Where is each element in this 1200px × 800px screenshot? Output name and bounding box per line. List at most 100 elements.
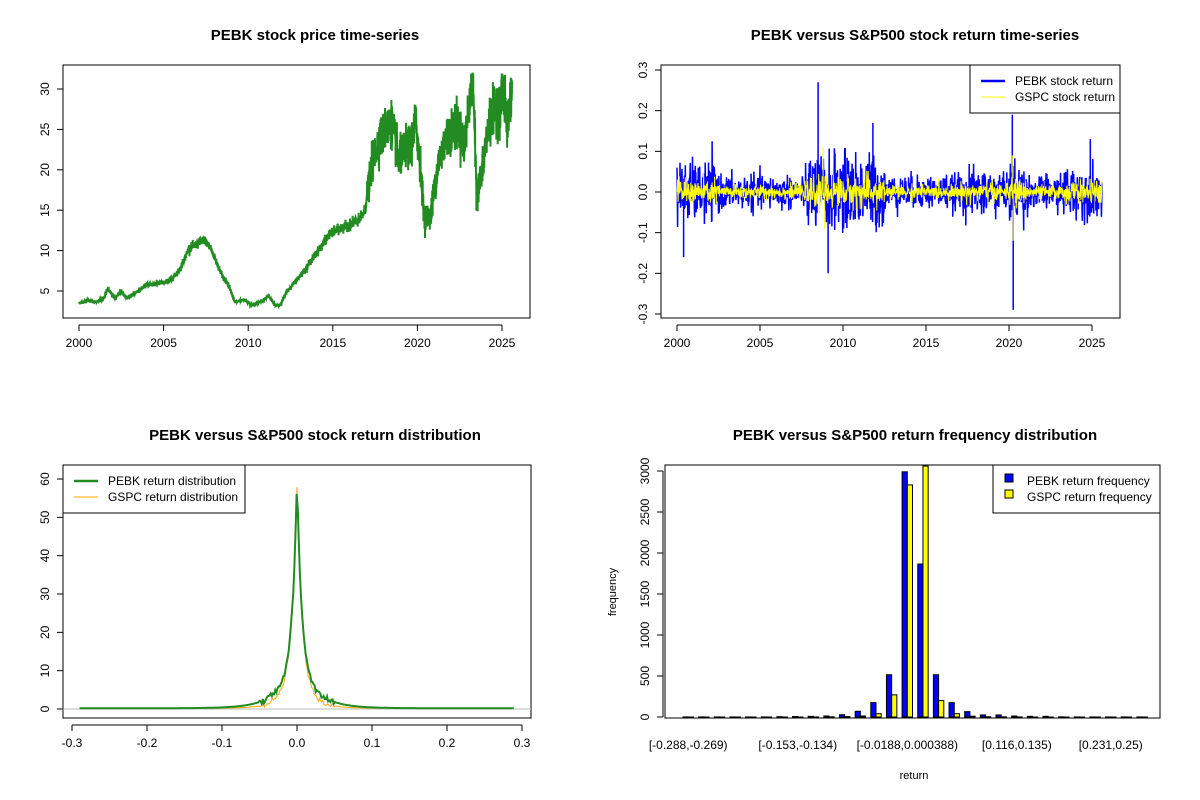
histogram-bar (1141, 716, 1148, 718)
histogram-bar (687, 716, 694, 718)
histogram-bar (1063, 716, 1070, 718)
histogram-bar (1089, 716, 1096, 718)
y-tick-label: 0 (38, 705, 52, 712)
histogram-bar (875, 713, 882, 718)
return-frequency-panel: PEBK versus S&P500 return frequency dist… (607, 427, 1161, 782)
y-axis-title: frequency (607, 567, 619, 616)
x-tick-label: 0.2 (439, 736, 456, 750)
y-tick-label: 25 (38, 122, 52, 136)
y-tick-label: 50 (38, 510, 52, 524)
histogram-bar (745, 716, 752, 718)
histogram-bar (703, 716, 710, 718)
histogram-bar (891, 694, 898, 718)
x-tick-label: -0.3 (62, 736, 83, 750)
y-tick-label: 0.3 (636, 61, 650, 78)
x-category-label: [0.231,0.25) (1079, 738, 1143, 752)
histogram-bar (870, 702, 877, 718)
y-tick-label: -0.1 (636, 222, 650, 243)
x-tick-label: 2025 (1079, 336, 1106, 350)
histogram-bar (828, 716, 835, 718)
x-tick-label: -0.1 (212, 736, 233, 750)
x-category-label: [-0.153,-0.134) (758, 738, 837, 752)
return-time-series-panel: PEBK versus S&P500 stock return time-ser… (636, 27, 1121, 350)
y-tick-label: 0.0 (636, 183, 650, 200)
histogram-bar (812, 716, 820, 718)
histogram-bar (1042, 715, 1049, 718)
legend-label: GSPC stock return (1015, 90, 1115, 104)
histogram-bar (823, 715, 830, 718)
y-tick-label: 20 (38, 163, 52, 177)
histogram-bar (1105, 716, 1112, 718)
x-tick-label: 0.1 (364, 736, 381, 750)
histogram-bar (854, 710, 861, 718)
histogram-bar (1094, 716, 1101, 718)
price-series-line (78, 72, 513, 310)
histogram-bar (969, 715, 976, 718)
histogram-bar (859, 715, 867, 718)
histogram-bar (734, 716, 741, 718)
histogram-bar (906, 484, 913, 718)
legend-label: PEBK stock return (1015, 74, 1113, 88)
return-distribution-panel: PEBK versus S&P500 stock return distribu… (38, 427, 532, 750)
histogram-bar (1120, 716, 1127, 718)
y-tick-label: 30 (38, 587, 52, 601)
histogram-bar (1011, 715, 1018, 718)
histogram-bar (719, 716, 726, 718)
y-tick-label: 0 (638, 713, 652, 720)
y-tick-label: 30 (38, 82, 52, 96)
histogram-bar (1047, 716, 1054, 718)
y-tick-label: 10 (38, 664, 52, 678)
histogram-bar (765, 716, 773, 718)
histogram-bar (1000, 716, 1007, 718)
histogram-bar (979, 714, 987, 718)
histogram-bar (698, 716, 705, 718)
histogram-bar (938, 700, 945, 718)
x-tick-label: 2005 (150, 336, 177, 350)
y-tick-label: 500 (638, 666, 652, 686)
y-tick-label: 2000 (638, 539, 652, 566)
histogram-bar (781, 716, 788, 718)
legend-label: GSPC return frequency (1027, 490, 1152, 504)
x-category-label: [-0.0188,0.000388) (857, 738, 958, 752)
histogram-bar (1110, 716, 1117, 718)
histogram-bar (964, 711, 971, 718)
histogram-bar (760, 716, 767, 718)
histogram-bar (713, 716, 720, 718)
histogram-bar (797, 716, 804, 718)
histogram-bar (917, 563, 924, 718)
histogram-bar (922, 465, 929, 718)
y-tick-label: -0.2 (636, 263, 650, 284)
histogram-bar (1078, 716, 1086, 718)
pebk-density-line (79, 493, 514, 710)
legend-label: GSPC return distribution (108, 490, 238, 504)
y-tick-label: 5 (38, 287, 52, 294)
legend-label: PEBK return distribution (108, 474, 236, 488)
x-tick-label: 2015 (913, 336, 940, 350)
x-tick-label: 0.0 (289, 736, 306, 750)
chart-title: PEBK versus S&P500 return frequency dist… (733, 427, 1097, 444)
y-tick-label: 40 (38, 549, 52, 563)
histogram-bar (1073, 716, 1080, 718)
histogram-bar (948, 702, 955, 718)
y-tick-label: -0.3 (636, 303, 650, 324)
x-tick-label: 2000 (66, 336, 93, 350)
y-tick-label: 20 (38, 625, 52, 639)
x-tick-label: 2010 (235, 336, 262, 350)
legend-label: PEBK return frequency (1027, 474, 1150, 488)
histogram-bar (932, 674, 940, 718)
histogram-bar (953, 713, 960, 718)
histogram-bar (682, 716, 689, 718)
histogram-bar (839, 714, 846, 718)
x-category-label: [-0.288,-0.269) (649, 738, 728, 752)
x-category-label: [0.116,0.135) (982, 738, 1052, 752)
y-tick-label: 15 (38, 203, 52, 217)
y-tick-label: 10 (38, 244, 52, 258)
histogram-bar (1026, 715, 1034, 718)
x-axis-title: return (900, 770, 929, 782)
histogram-bar (750, 716, 757, 718)
x-tick-label: 2020 (996, 336, 1023, 350)
histogram-bar (985, 716, 992, 718)
x-tick-label: 2010 (830, 336, 857, 350)
histogram-bar (1136, 716, 1143, 718)
x-tick-label: 2000 (664, 336, 691, 350)
